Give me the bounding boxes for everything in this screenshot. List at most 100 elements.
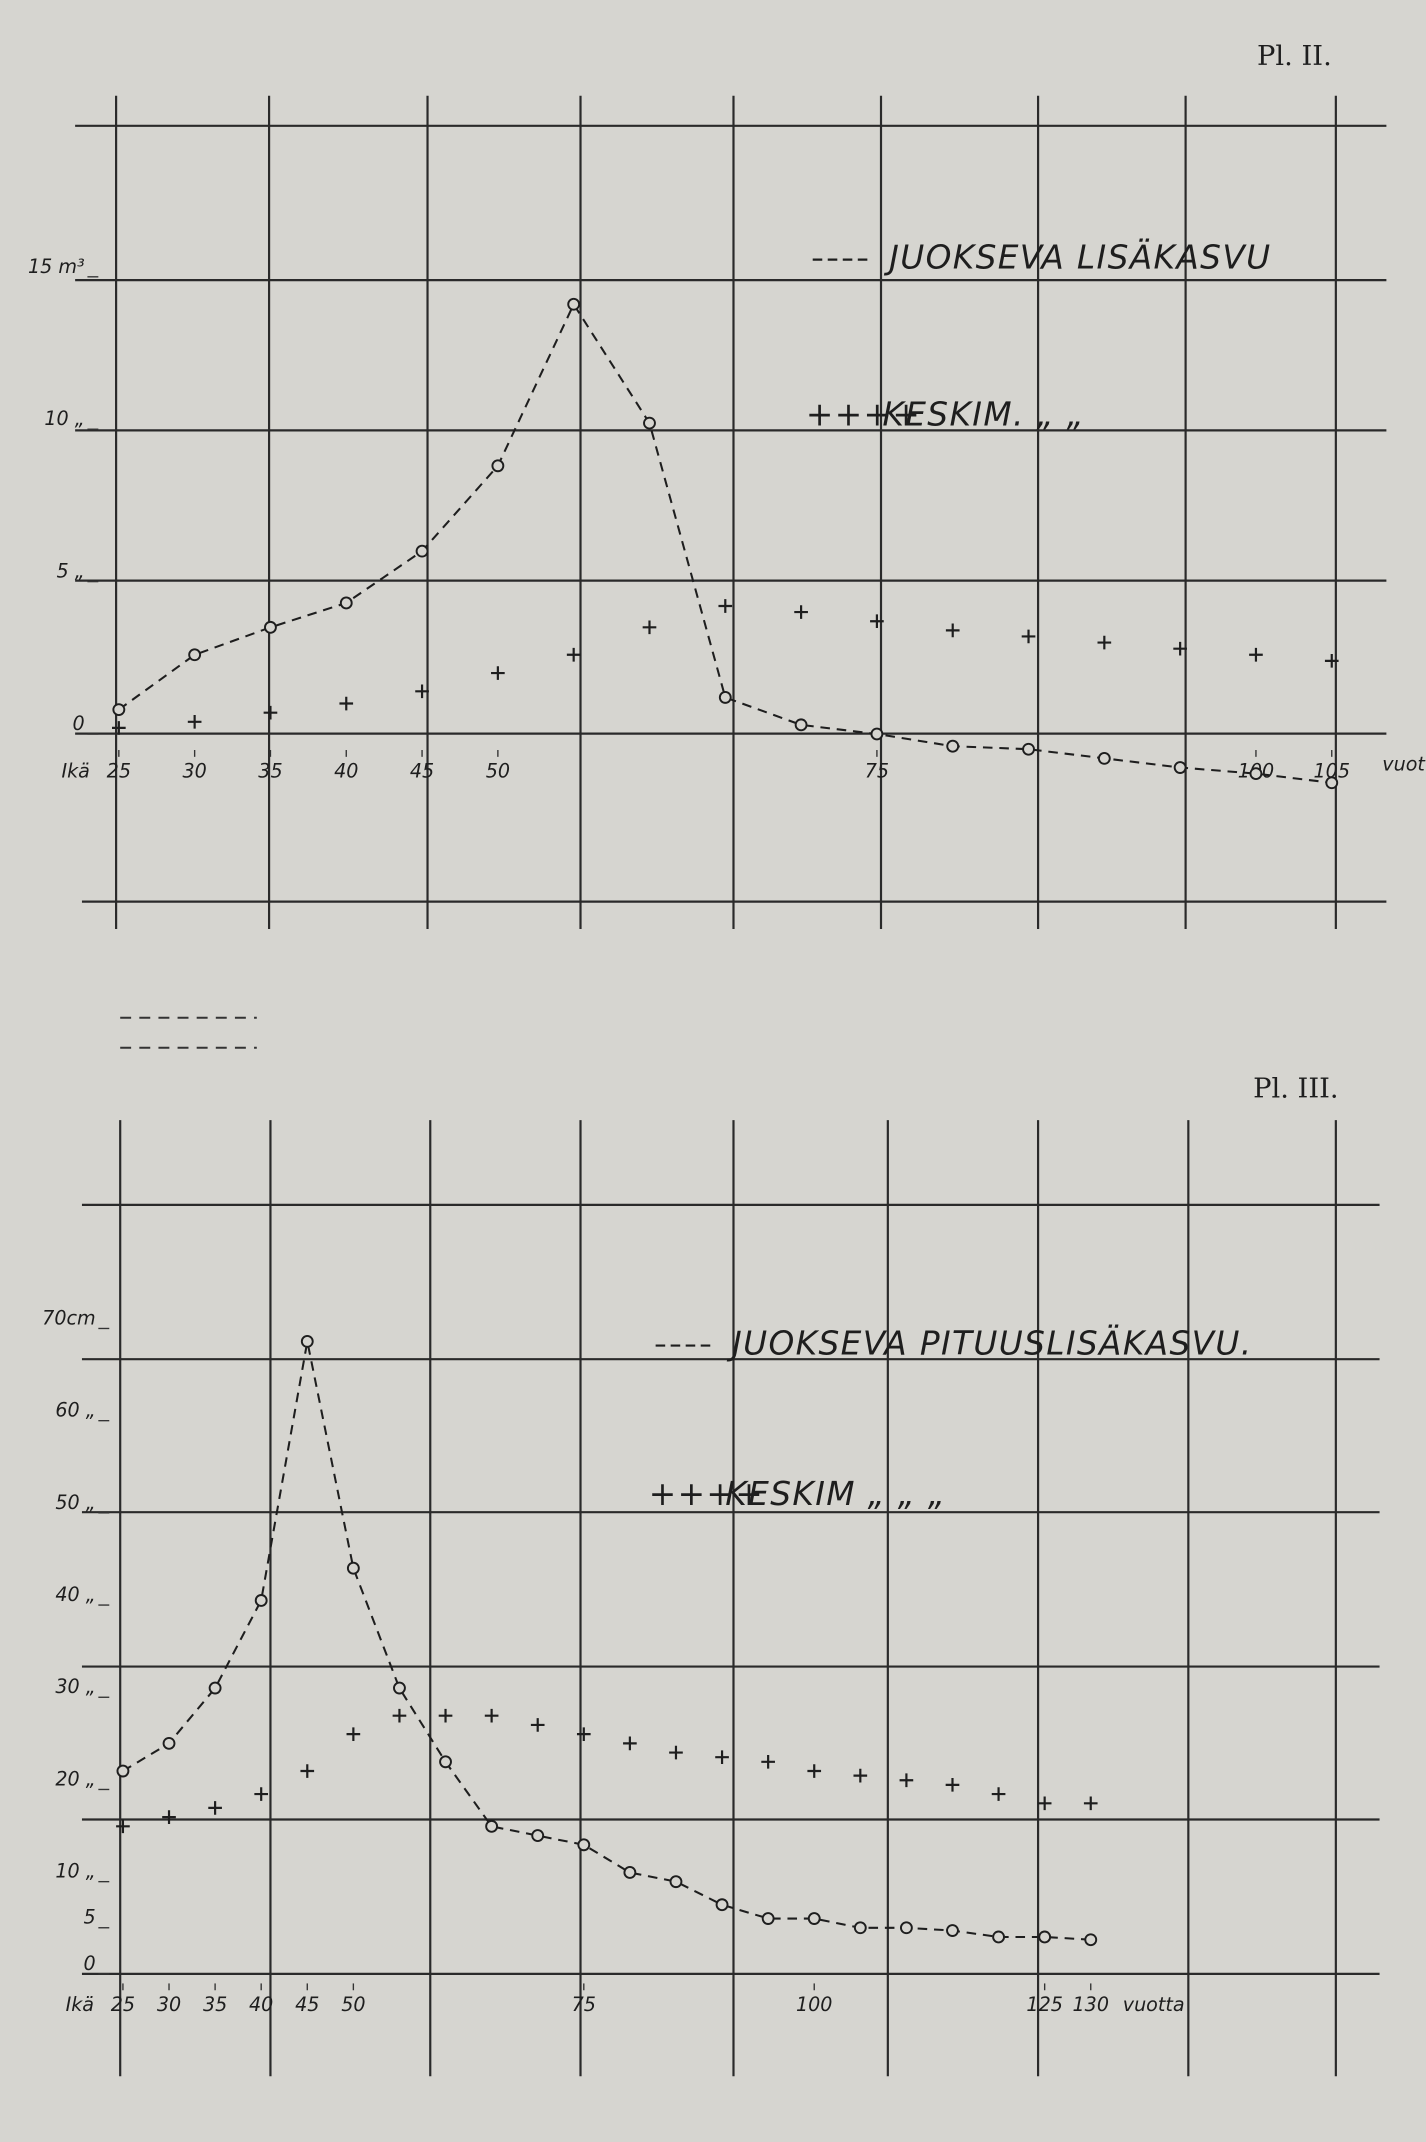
x-tick-label: 30 [157, 1993, 181, 2016]
point-plus [530, 1718, 545, 1732]
y-tick-label: 0 [83, 1952, 95, 1975]
paper-grid [75, 95, 1387, 2077]
x-axis-prefix: Ikä [66, 1993, 94, 2016]
y-tick-label: 40 „ [55, 1583, 95, 1606]
legend-swatch: ++++ [806, 396, 921, 434]
point-circle [188, 648, 202, 662]
point-circle [393, 1681, 406, 1695]
point-circle [415, 544, 429, 558]
point-plus [300, 1764, 315, 1778]
x-tick-label: 100 [796, 1993, 832, 2016]
point-circle [718, 691, 732, 704]
point-plus [899, 1773, 914, 1788]
x-tick-label: 130 [1073, 1993, 1109, 2016]
point-circle [992, 1930, 1005, 1944]
x-tick-label: 35 [258, 759, 282, 782]
point-plus [392, 1708, 407, 1723]
point-plus [718, 599, 733, 613]
point-plus [945, 623, 960, 638]
x-tick-label: 45 [410, 759, 434, 782]
point-circle [485, 1819, 499, 1833]
x-axis-label: vuotta [1382, 753, 1426, 776]
point-circle [1249, 767, 1263, 781]
legend-label: JUOKSEVA LISÄKASVU [883, 239, 1271, 277]
y-tick-label: 10 „ [44, 407, 84, 430]
y-tick-label: 10 „ [55, 1860, 95, 1883]
point-plus [1097, 635, 1112, 650]
point-plus [438, 1708, 453, 1723]
point-plus [1249, 647, 1263, 662]
point-circle [1097, 751, 1111, 765]
point-plus [187, 714, 202, 729]
x-tick-label: 75 [865, 759, 889, 782]
point-plus [1021, 629, 1036, 644]
x-axis-label: vuotta [1123, 1993, 1185, 2016]
point-circle [715, 1898, 729, 1912]
point-circle [669, 1875, 683, 1889]
x-tick-label: 105 [1314, 759, 1350, 782]
point-plus [484, 1708, 499, 1723]
legend-label: KESKIM. „ „ [882, 396, 1085, 434]
point-plus [1083, 1796, 1098, 1811]
point-circle [761, 1912, 775, 1925]
series-line [118, 302, 1332, 784]
point-circle [946, 739, 960, 753]
x-tick-label: 125 [1026, 1993, 1062, 2016]
point-plus [254, 1787, 269, 1801]
y-tick-label: 0 [73, 712, 85, 735]
plate-title: Pl. II. [1257, 41, 1332, 72]
point-plus [794, 605, 808, 619]
point-circle [946, 1924, 959, 1937]
point-plus [1037, 1796, 1052, 1811]
point-circle [623, 1866, 637, 1879]
point-plus [991, 1787, 1006, 1801]
point-plus [715, 1750, 729, 1765]
point-circle [162, 1736, 176, 1750]
point-plus [566, 647, 581, 662]
point-plus [870, 614, 884, 629]
point-circle [208, 1681, 222, 1695]
y-tick-label: 5 [83, 1906, 95, 1929]
y-tick-label: 30 „ [55, 1675, 95, 1698]
x-axis-prefix: Ikä [61, 759, 89, 782]
point-plus [116, 1819, 130, 1834]
point-circle [1173, 761, 1187, 774]
point-plus [642, 620, 657, 635]
point-circle [794, 718, 808, 732]
point-circle [116, 1764, 130, 1778]
point-circle [807, 1912, 821, 1925]
x-tick-label: 25 [111, 1993, 135, 2016]
point-circle [346, 1561, 360, 1575]
legend-label: JUOKSEVA PITUUSLISÄKASVU. [726, 1325, 1252, 1363]
point-plus [623, 1736, 637, 1751]
point-plus [263, 705, 278, 720]
point-circle [1325, 776, 1339, 790]
point-plus [415, 684, 429, 699]
y-tick-label: 5 „ [57, 560, 85, 583]
plate-title: Pl. III. [1253, 1074, 1338, 1105]
point-plus [346, 1727, 361, 1741]
point-plus [761, 1754, 775, 1769]
point-circle [1022, 742, 1035, 756]
x-tick-label: 50 [486, 759, 510, 782]
point-circle [264, 620, 277, 634]
point-plus [669, 1745, 683, 1760]
y-tick-label: 60 „ [55, 1399, 95, 1422]
point-plus [162, 1810, 176, 1824]
x-tick-label: 45 [295, 1993, 319, 2016]
point-circle [339, 596, 353, 610]
x-tick-label: 25 [107, 759, 131, 782]
legend-label: KESKIM „ „ „ [725, 1475, 946, 1513]
x-tick-label: 75 [572, 1993, 596, 2016]
point-plus [112, 721, 126, 735]
point-plus [853, 1768, 868, 1783]
point-circle [577, 1838, 591, 1852]
point-plus [807, 1764, 822, 1778]
x-tick-label: 50 [341, 1993, 365, 2016]
point-circle [300, 1334, 314, 1348]
point-circle [112, 703, 126, 717]
point-circle [870, 727, 884, 741]
point-circle [439, 1755, 452, 1769]
